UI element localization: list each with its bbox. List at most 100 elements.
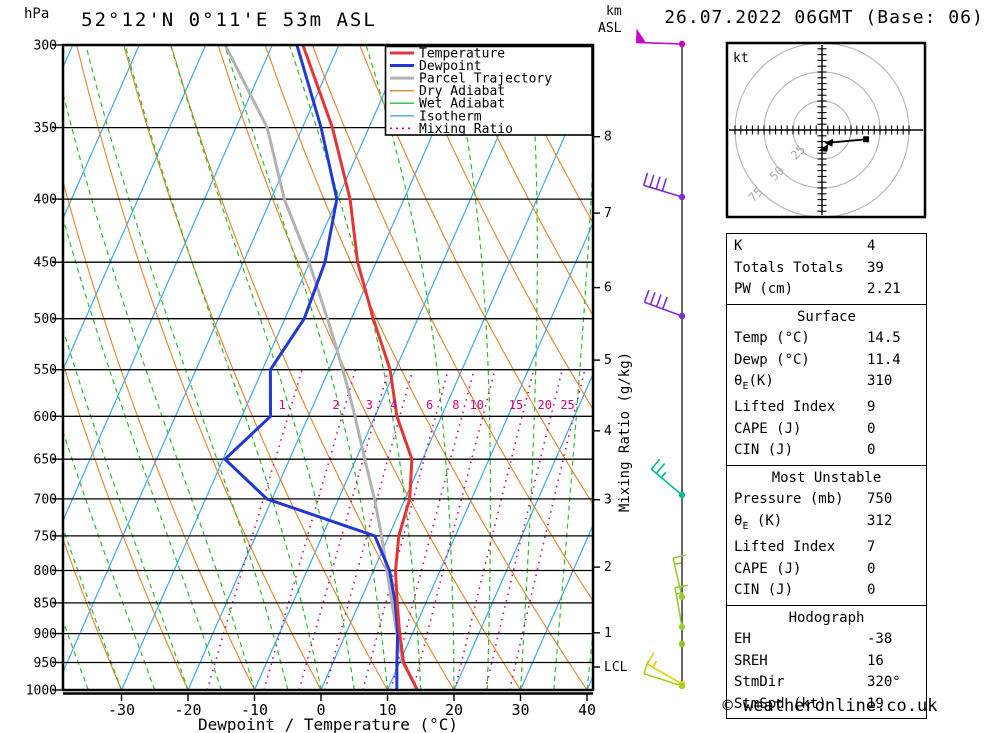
table-row: Lifted Index 7 <box>727 537 926 559</box>
mixing-ratio-line <box>454 369 535 690</box>
height-axis-unit-label-asl: ASL <box>598 21 622 36</box>
x-axis-title: Dewpoint / Temperature (°C) <box>198 715 458 733</box>
temperature-curve <box>301 45 419 690</box>
plot-frame <box>61 43 595 695</box>
copyright: © weatheronline.co.uk <box>722 696 938 716</box>
wind-barb <box>674 584 689 631</box>
table-row-value: 11.4 <box>867 351 901 368</box>
table-row: Lifted Index 9 <box>727 397 926 419</box>
isotherm-line <box>120 45 406 690</box>
table-row-label: K <box>734 238 743 254</box>
table-section: Hodograph EH -38 SREH 16 StmDir 320° StmSpd (kt… <box>726 604 927 720</box>
run-date-title: 26.07.2022 06GMT (Base: 06) <box>664 7 984 28</box>
dry-adiabat-line <box>406 45 593 411</box>
wind-barb <box>635 28 686 48</box>
table-row-label: Temp (°C) <box>734 330 810 346</box>
km-tick-label: 5 <box>604 353 612 368</box>
mixing-ratio-line <box>298 369 390 690</box>
table-row-label: Lifted Index <box>734 539 836 556</box>
table-section-header: Most Unstable <box>771 469 882 486</box>
table-row-value: 750 <box>867 491 893 508</box>
wind-barb <box>646 652 686 688</box>
dry-adiabat-line <box>63 537 123 690</box>
table-row-label: Pressure (mb) <box>734 491 844 508</box>
dry-adiabat-line <box>359 45 593 506</box>
temp-tick-label: 40 <box>578 701 596 719</box>
legend-box <box>384 45 593 136</box>
wind-barb <box>643 289 686 320</box>
temp-tick-label: -20 <box>174 701 201 719</box>
table-row: θE (K) 312 <box>727 511 926 537</box>
table-row-value: 14.5 <box>867 330 901 346</box>
legend-label: Dewpoint <box>419 59 482 74</box>
table-row-label: θE (K) <box>734 512 783 532</box>
mixing-ratio-value-label: 1 <box>278 398 285 412</box>
table-row-label: PW (cm) <box>734 281 794 297</box>
dewpoint-curve <box>222 45 400 690</box>
temp-tick-label: 30 <box>511 701 529 719</box>
table-row: CAPE (J) 0 <box>727 419 926 441</box>
isotherm-line <box>253 45 539 690</box>
isotherm-line <box>519 523 593 690</box>
legend-label: Wet Adiabat <box>419 97 505 112</box>
wind-barb-column <box>635 28 689 690</box>
table-section: K 4 Totals Totals 39 PW (cm) 2.21 <box>726 233 927 305</box>
table-row-label: CIN (J) <box>734 582 794 599</box>
lcl-label: LCL <box>604 660 628 675</box>
pressure-tick-label: 450 <box>34 256 57 271</box>
isotherm-line <box>63 45 340 674</box>
dry-adiabat-line <box>76 45 322 690</box>
plot-border <box>61 43 595 692</box>
legend-label: Isotherm <box>419 109 482 124</box>
table-row-label: Dewp (°C) <box>734 351 810 368</box>
hodograph-arrowhead <box>824 138 834 147</box>
table-row-label: StmSpd (kt) <box>734 695 827 712</box>
isotherm-line <box>63 45 140 220</box>
table-row-label: Lifted Index <box>734 399 836 416</box>
km-tick-label: 2 <box>604 560 612 575</box>
sounding-curves <box>222 45 419 690</box>
km-tick-label: 3 <box>604 493 612 508</box>
isotherm-line <box>187 45 473 690</box>
table-row-value: -38 <box>867 631 893 648</box>
mixing-ratio-value-label: 3 <box>366 398 373 412</box>
table-section: Most Unstable Pressure (mb) 750 θE (K) 312 Li… <box>726 464 927 606</box>
wet-adiabat-line <box>365 45 455 690</box>
km-tick-label: 7 <box>604 206 612 221</box>
mixing-ratio-value-label: 25 <box>560 398 574 412</box>
mixing-ratio-axis-title: Mixing Ratio (g/kg) <box>617 352 633 512</box>
pressure-tick-label: 950 <box>34 656 57 671</box>
table-row-value: 0 <box>867 442 876 459</box>
table-row: θE(K) 310 <box>727 371 926 397</box>
table-row-label: EH <box>734 631 751 648</box>
pressure-axis-unit-label: hPa <box>24 6 50 22</box>
pressure-tick-label: 650 <box>34 453 57 468</box>
table-row: CIN (J) 0 <box>727 580 926 602</box>
table-row-value: 16 <box>867 652 884 669</box>
pressure-tick-label: 900 <box>34 627 57 642</box>
mixing-ratio-line <box>206 369 303 690</box>
mixing-ratio-value-label: 10 <box>470 398 484 412</box>
table-row-value: 2.21 <box>867 281 901 297</box>
table-row: CIN (J) 0 <box>727 440 926 462</box>
table-section-header: Hodograph <box>788 609 865 626</box>
hodograph-ring-label: 50 <box>767 163 787 183</box>
temp-tick-label: 10 <box>378 701 396 719</box>
mixing-ratio-value-label: 2 <box>332 398 339 412</box>
legend-label: Mixing Ratio <box>419 122 513 137</box>
pressure-tick-label: 1000 <box>26 684 57 699</box>
pressure-tick-label: 500 <box>34 312 57 327</box>
table-row-value: 39 <box>867 259 884 276</box>
mixing-ratio-line <box>390 369 475 690</box>
temp-tick-label: 0 <box>316 701 325 719</box>
table-row-value: 9 <box>867 399 876 416</box>
table-row-label: SREH <box>734 652 768 669</box>
table-row: PW (cm) 2.21 <box>727 279 926 301</box>
pressure-tick-label: 800 <box>34 564 57 579</box>
wet-adiabat-line <box>85 45 289 690</box>
wet-adiabat-line <box>63 429 156 690</box>
wet-adiabat-line <box>63 90 256 690</box>
